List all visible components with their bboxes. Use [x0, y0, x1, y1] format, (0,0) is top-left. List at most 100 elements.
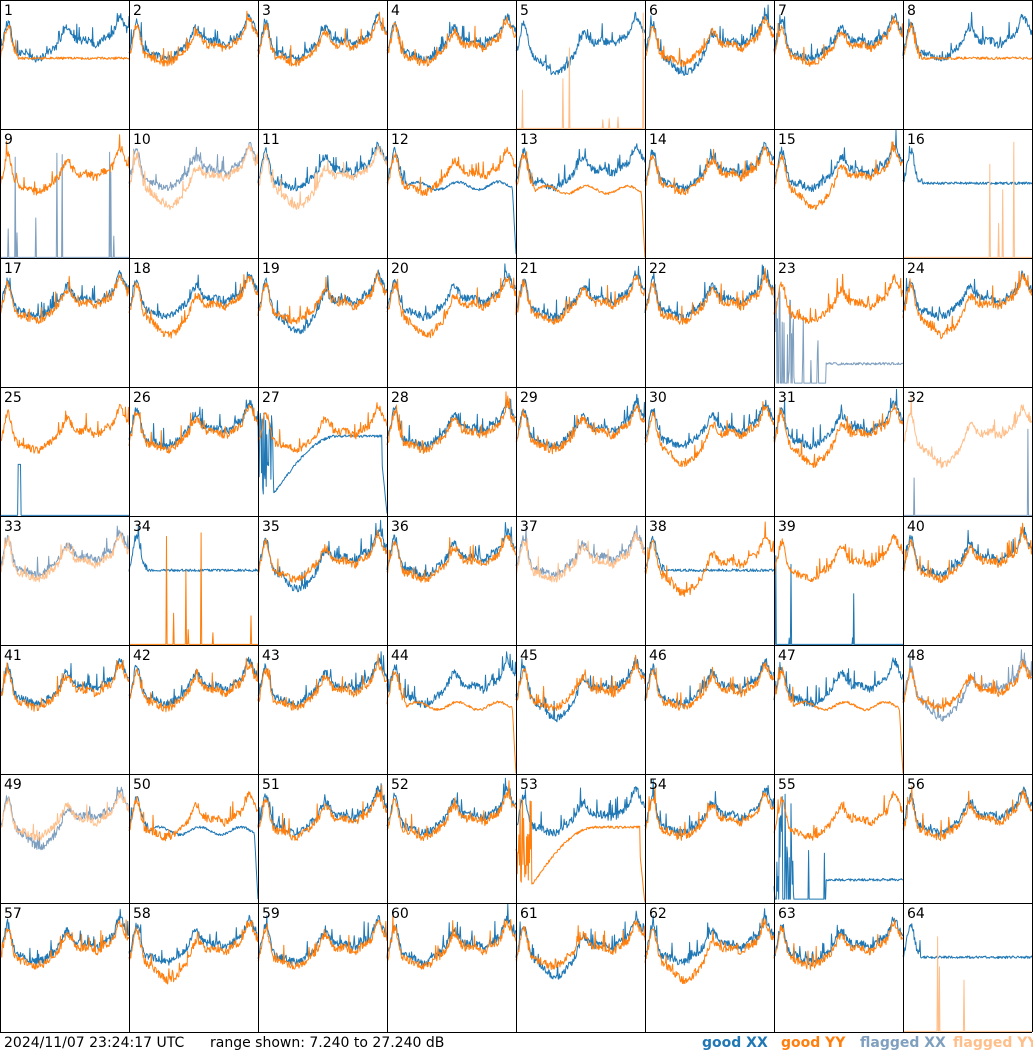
panel-label: 27: [262, 390, 280, 406]
panel-label: 36: [391, 519, 409, 535]
panel-label: 23: [778, 261, 796, 277]
panel-58-yy-trace: [128, 920, 259, 985]
legend-word: flagged: [860, 1035, 920, 1051]
panel-label: 32: [907, 390, 925, 406]
panel-43: 43: [257, 648, 388, 711]
panel-8-yy-trace: [902, 21, 1033, 60]
panel-60: 60: [386, 903, 517, 970]
panel-9-xx-trace: [0, 151, 129, 258]
panel-label: 1: [4, 3, 13, 19]
panel-31: 31: [773, 388, 904, 468]
panel-44-xx-trace: [386, 651, 517, 709]
panel-label: 13: [520, 132, 538, 148]
panel-label: 10: [133, 132, 151, 148]
panel-22-yy-trace: [644, 267, 775, 325]
legend-flagged-xx: flagged XX: [860, 1033, 946, 1053]
panel-7-xx-trace: [773, 12, 904, 63]
panel-56-xx-trace: [902, 786, 1033, 838]
panel-35-xx-trace: [257, 519, 388, 593]
panel-58: 58: [128, 906, 259, 985]
panel-label: 22: [649, 261, 667, 277]
panel-label: 52: [391, 777, 409, 793]
panel-34-xx-trace: [128, 525, 259, 572]
panel-label: 20: [391, 261, 409, 277]
panel-44: 44: [386, 648, 517, 774]
panel-label: 11: [262, 132, 280, 148]
panel-48: 48: [902, 648, 1033, 722]
panel-60-xx-trace: [386, 903, 517, 967]
panel-53: 53: [515, 777, 646, 903]
panel-38: 38: [644, 519, 775, 597]
panel-45-yy-trace: [515, 654, 646, 712]
panel-62-yy-trace: [644, 918, 775, 985]
panel-63-yy-trace: [773, 919, 904, 971]
panel-40-yy-trace: [902, 522, 1033, 584]
panel-label: 58: [133, 906, 151, 922]
panel-51-yy-trace: [257, 784, 388, 841]
panel-20: 20: [386, 261, 517, 339]
panel-56: 56: [902, 777, 1033, 841]
panel-10: 10: [128, 132, 259, 210]
panel-27: 27: [257, 390, 388, 514]
panel-40: 40: [902, 519, 1033, 584]
panel-label: 15: [778, 132, 796, 148]
panel-25-yy-trace: [0, 403, 130, 454]
panel-64-yy-trace: [903, 936, 1032, 1032]
panel-label: 3: [262, 3, 271, 19]
panel-label: 24: [907, 261, 925, 277]
panel-7-yy-trace: [773, 16, 904, 67]
panel-31-yy-trace: [773, 403, 904, 468]
panel-33: 33: [0, 519, 130, 583]
panel-55-xx-trace: [773, 793, 904, 900]
panel-label: 26: [133, 390, 151, 406]
panel-19-yy-trace: [257, 271, 388, 325]
panel-39: 39: [773, 519, 904, 645]
panel-label: 42: [133, 648, 151, 664]
panel-21-xx-trace: [515, 265, 646, 322]
panel-64: 64: [902, 906, 1033, 1032]
panel-52-xx-trace: [386, 777, 517, 836]
panel-label: 63: [778, 906, 796, 922]
panel-4: 4: [386, 3, 517, 67]
panel-label: 61: [520, 906, 538, 922]
footer-bar: 2024/11/07 23:24:17 UTC range shown: 7.2…: [0, 1033, 1033, 1053]
panel-4-xx-trace: [386, 13, 517, 64]
panel-28-yy-trace: [386, 391, 517, 454]
panel-32: 32: [902, 390, 1033, 516]
panel-5-yy-trace: [516, 12, 645, 129]
panel-label: 29: [520, 390, 538, 406]
panel-label: 19: [262, 261, 280, 277]
panel-4-yy-trace: [386, 16, 517, 67]
panel-label: 60: [391, 906, 409, 922]
panel-41-yy-trace: [0, 659, 130, 712]
panel-36: 36: [386, 519, 517, 583]
panel-25-xx-trace: [0, 463, 129, 516]
panel-12: 12: [386, 132, 517, 255]
panel-label: 62: [649, 906, 667, 922]
panel-15-yy-trace: [773, 141, 904, 210]
panel-label: 25: [4, 390, 22, 406]
panel-30: 30: [644, 390, 775, 468]
panel-16: 16: [902, 132, 1033, 258]
panel-6-yy-trace: [644, 15, 775, 68]
panel-34: 34: [128, 519, 259, 645]
panel-1-xx-trace: [0, 12, 130, 63]
panel-27-yy-trace: [257, 402, 388, 454]
panel-45-xx-trace: [515, 656, 646, 723]
panel-39-yy-trace: [773, 534, 904, 583]
panel-3: 3: [257, 3, 388, 67]
panel-29: 29: [515, 390, 646, 455]
panel-26: 26: [128, 390, 259, 454]
legend-good-xx: good XX: [702, 1033, 768, 1053]
panel-label: 38: [649, 519, 667, 535]
panel-label: 18: [133, 261, 151, 277]
legend-flagged-yy: flagged YY: [953, 1033, 1033, 1053]
panel-47-yy-trace: [773, 666, 904, 774]
panel-26-yy-trace: [128, 404, 259, 454]
panel-42: 42: [128, 648, 259, 713]
panel-30-yy-trace: [644, 401, 775, 468]
panel-label: 59: [262, 906, 280, 922]
panel-label: 47: [778, 648, 796, 664]
